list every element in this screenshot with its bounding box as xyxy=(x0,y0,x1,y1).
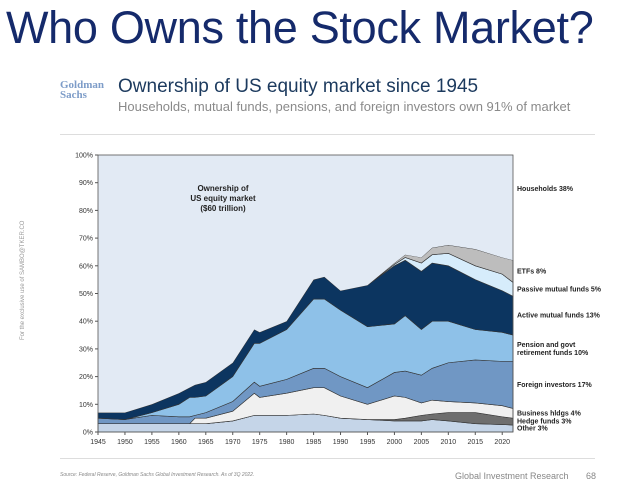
series-label: Other 3% xyxy=(517,426,549,433)
series-label: Active mutual funds 13% xyxy=(517,313,601,320)
x-tick-label: 2000 xyxy=(387,439,403,446)
goldman-sachs-logo: Goldman Sachs xyxy=(60,79,105,101)
x-tick-label: 1980 xyxy=(279,439,295,446)
chart-title: Ownership of US equity market since 1945 xyxy=(118,76,479,97)
y-tick-label: 10% xyxy=(79,402,93,409)
y-tick-label: 100% xyxy=(75,153,93,160)
x-tick-label: 1945 xyxy=(90,439,106,446)
divider xyxy=(60,134,595,135)
series-label: Business hldgs 4% xyxy=(517,410,582,417)
chart-subtitle: Households, mutual funds, pensions, and … xyxy=(118,99,571,114)
x-tick-label: 2010 xyxy=(441,439,457,446)
x-tick-label: 2020 xyxy=(494,439,510,446)
x-tick-label: 1960 xyxy=(171,439,187,446)
x-tick-label: 1950 xyxy=(117,439,133,446)
slide-title: Who Owns the Stock Market? xyxy=(6,2,594,53)
x-tick-label: 2015 xyxy=(467,439,483,446)
series-label: Pension and govt retirement funds 10% xyxy=(517,342,589,357)
x-tick-label: 1965 xyxy=(198,439,214,446)
chart-annotation: Ownership of xyxy=(197,184,248,193)
y-tick-label: 80% xyxy=(79,208,93,215)
y-tick-label: 40% xyxy=(79,319,93,326)
x-tick-label: 1985 xyxy=(306,439,322,446)
y-tick-label: 90% xyxy=(79,180,93,187)
series-label: Passive mutual funds 5% xyxy=(517,286,602,293)
y-tick-label: 0% xyxy=(83,430,93,437)
y-tick-label: 60% xyxy=(79,263,93,270)
x-tick-label: 1990 xyxy=(333,439,349,446)
divider xyxy=(60,458,595,459)
y-tick-label: 20% xyxy=(79,374,93,381)
chart-annotation: US equity market xyxy=(190,194,256,203)
chart-annotation: ($60 trillion) xyxy=(200,204,246,213)
x-tick-label: 1995 xyxy=(360,439,376,446)
series-label: Foreign investors 17% xyxy=(517,382,592,389)
series-label: Hedge funds 3% xyxy=(517,419,572,426)
source-note: Source: Federal Reserve, Goldman Sachs G… xyxy=(60,472,255,478)
y-tick-label: 70% xyxy=(79,236,93,243)
y-tick-label: 50% xyxy=(79,291,93,298)
x-tick-label: 1975 xyxy=(252,439,268,446)
x-tick-label: 1970 xyxy=(225,439,241,446)
area-households- xyxy=(98,155,513,413)
footer-label: Global Investment Research xyxy=(455,471,569,481)
x-tick-label: 1955 xyxy=(144,439,160,446)
x-tick-label: 2005 xyxy=(414,439,430,446)
page-number: 68 xyxy=(586,471,597,481)
y-tick-label: 30% xyxy=(79,346,93,353)
series-label: ETFs 8% xyxy=(517,268,547,275)
series-label: Households 38% xyxy=(517,186,574,193)
